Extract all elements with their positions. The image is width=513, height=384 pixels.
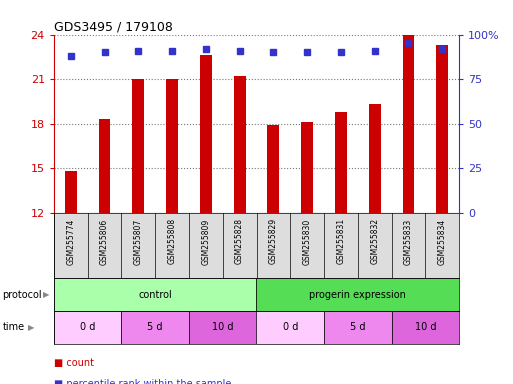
Text: ■ percentile rank within the sample: ■ percentile rank within the sample [54,379,231,384]
Text: 5 d: 5 d [147,322,163,333]
Bar [132,79,144,213]
Bar [122,311,189,344]
Text: GDS3495 / 179108: GDS3495 / 179108 [54,20,173,33]
Bar [267,125,279,213]
Bar [335,112,347,213]
Text: GSM255830: GSM255830 [303,218,312,265]
Text: GSM255808: GSM255808 [168,218,176,265]
Text: 5 d: 5 d [350,322,366,333]
Bar [200,55,212,213]
Text: progerin expression: progerin expression [309,290,406,300]
Bar [98,119,110,213]
Text: GSM255829: GSM255829 [269,218,278,265]
Text: GSM255809: GSM255809 [201,218,210,265]
Bar [54,311,122,344]
Text: GSM255806: GSM255806 [100,218,109,265]
Text: 0 d: 0 d [80,322,95,333]
Bar [234,76,246,213]
Bar [324,311,391,344]
Bar [256,278,459,311]
Bar [65,172,76,213]
Text: ■ count: ■ count [54,358,94,368]
Bar [256,311,324,344]
Text: GSM255807: GSM255807 [134,218,143,265]
Text: GSM255774: GSM255774 [66,218,75,265]
Text: ▶: ▶ [28,323,35,332]
Text: protocol: protocol [3,290,42,300]
Bar [437,45,448,213]
Text: GSM255833: GSM255833 [404,218,413,265]
Bar [166,79,178,213]
Text: ▶: ▶ [43,290,49,299]
Text: 10 d: 10 d [212,322,233,333]
Text: time: time [3,322,25,333]
Text: GSM255828: GSM255828 [235,218,244,264]
Bar [189,311,256,344]
Bar [54,278,256,311]
Text: GSM255832: GSM255832 [370,218,379,265]
Text: GSM255834: GSM255834 [438,218,447,265]
Text: 0 d: 0 d [283,322,298,333]
Text: control: control [139,290,172,300]
Bar [391,311,459,344]
Text: GSM255831: GSM255831 [337,218,345,265]
Bar [301,122,313,213]
Bar [369,104,381,213]
Text: 10 d: 10 d [415,322,436,333]
Bar [403,35,415,213]
